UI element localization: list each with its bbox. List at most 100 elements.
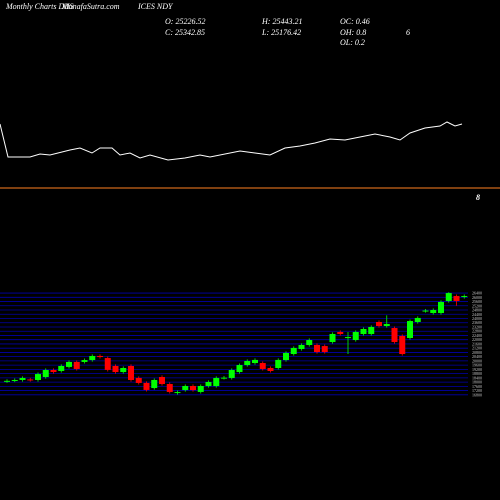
- symbol: ICES NDY: [137, 2, 174, 11]
- y-tick-label: 24800: [472, 308, 482, 313]
- ohlc-low: L: 25176.42: [261, 28, 301, 37]
- y-tick-label: 21600: [472, 341, 482, 346]
- y-tick-label: 20000: [472, 358, 482, 363]
- candle-body: [267, 368, 274, 371]
- candle-body: [329, 333, 336, 343]
- ohlc-ol: OL: 0.2: [340, 38, 365, 47]
- candle-body: [422, 310, 429, 312]
- y-tick-label: 19600: [472, 363, 482, 368]
- y-tick-label: 18800: [472, 371, 482, 376]
- candle-body: [345, 337, 351, 339]
- candle-body: [42, 370, 49, 378]
- y-tick-label: 20400: [472, 354, 482, 359]
- y-tick-label: 20800: [472, 350, 482, 355]
- y-tick-label: 25600: [472, 299, 482, 304]
- y-tick-label: 24400: [472, 312, 482, 317]
- candle-body: [399, 335, 406, 355]
- y-tick-label: 18000: [472, 380, 482, 385]
- candle-body: [368, 326, 375, 334]
- candle-body: [19, 377, 26, 380]
- candle-body: [438, 301, 444, 313]
- candle-body: [275, 359, 282, 369]
- y-tick-label: 17600: [472, 384, 482, 389]
- candle-body: [213, 377, 220, 387]
- candle-body: [27, 379, 34, 381]
- candle-body: [321, 346, 328, 352]
- ohlc-oc: OC: 0.46: [340, 17, 370, 26]
- candle-body: [190, 386, 196, 391]
- candle-body: [73, 361, 80, 369]
- candle-body: [391, 328, 398, 343]
- y-tick-label: 21200: [472, 346, 482, 351]
- candle-body: [290, 347, 297, 355]
- candle-body: [283, 352, 289, 361]
- candle-body: [112, 365, 119, 373]
- y-tick-label: 22000: [472, 337, 482, 342]
- candle-body: [228, 370, 235, 378]
- ohlc-oh: OH: 0.8: [340, 28, 366, 37]
- candle-body: [166, 384, 173, 392]
- ohlc-close: C: 25342.85: [165, 28, 205, 37]
- y-tick-label: 17200: [472, 388, 482, 393]
- candle-body: [50, 370, 57, 373]
- candle-body: [414, 317, 421, 322]
- candle-body: [337, 331, 344, 334]
- candle-body: [66, 361, 72, 367]
- ohlc-open: O: 25226.52: [165, 17, 205, 26]
- y-tick-label: 25200: [472, 303, 482, 308]
- candle-body: [252, 359, 258, 364]
- brand: Monthly Charts DIIS: [5, 2, 74, 11]
- candle-body: [360, 328, 367, 334]
- candle-body: [4, 380, 10, 382]
- line: [0, 121, 463, 161]
- y-tick-label: 16800: [472, 392, 482, 397]
- candle-body: [143, 382, 150, 390]
- candle-body: [314, 345, 320, 352]
- candle-body: [205, 381, 212, 387]
- candle-body: [352, 331, 359, 341]
- ohlc-high: H: 25443.21: [261, 17, 302, 26]
- candle-body: [383, 324, 390, 327]
- candle-body: [182, 386, 189, 391]
- candle-body: [58, 365, 65, 371]
- candle-body: [97, 356, 103, 358]
- candle-body: [259, 363, 266, 369]
- y-tick-label: 19200: [472, 367, 482, 372]
- ohlc-extra: 6: [406, 28, 410, 37]
- y-tick-label: 22800: [472, 329, 482, 334]
- candle-body: [461, 296, 468, 298]
- candle-body: [376, 321, 382, 327]
- candle-body: [430, 310, 437, 313]
- candle-body: [35, 374, 41, 380]
- y-tick-label: 26000: [472, 295, 482, 300]
- candle-body: [306, 340, 313, 345]
- y-tick-label: 22400: [472, 333, 482, 338]
- candle-body: [236, 365, 243, 373]
- candle-body: [445, 293, 452, 302]
- candle-body: [197, 386, 204, 392]
- marker: 8: [476, 193, 480, 202]
- candle-body: [407, 321, 413, 339]
- y-tick-label: 23600: [472, 320, 482, 325]
- candle-body: [135, 377, 142, 383]
- candle-body: [244, 361, 251, 366]
- site: MunafaSutra.com: [61, 2, 120, 11]
- candle-body: [453, 296, 460, 302]
- candle-body: [298, 345, 305, 350]
- candle-body: [159, 377, 165, 385]
- y-tick-label: 24000: [472, 316, 482, 321]
- candle-body: [174, 392, 181, 394]
- candle-body: [151, 379, 158, 389]
- candle-body: [120, 368, 127, 373]
- candle-body: [128, 365, 134, 380]
- candle-body: [104, 358, 111, 370]
- candle-body: [11, 379, 18, 381]
- y-tick-label: 18400: [472, 375, 482, 380]
- candle-body: [221, 377, 227, 379]
- y-tick-label: 23200: [472, 324, 482, 329]
- candle-body: [89, 356, 96, 361]
- y-tick-label: 26400: [472, 291, 482, 296]
- candle-body: [81, 360, 88, 362]
